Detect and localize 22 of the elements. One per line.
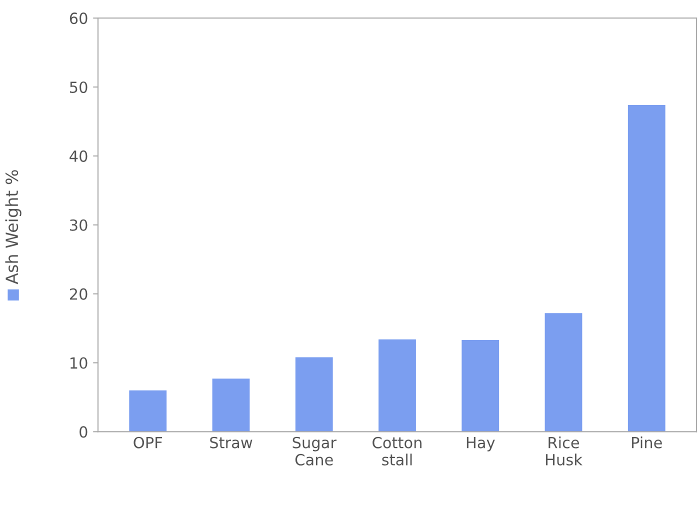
x-tick-label: OPF bbox=[134, 436, 162, 448]
bar bbox=[462, 340, 500, 432]
x-tick-label: Rice Husk bbox=[546, 436, 582, 466]
y-tick-label: 20 bbox=[70, 288, 88, 300]
y-tick-label: 30 bbox=[70, 219, 88, 231]
text: Ash Weight % bbox=[5, 170, 22, 284]
bar bbox=[212, 378, 250, 432]
x-tick-label: Hay bbox=[466, 437, 495, 452]
x-tick-label: Cotton stall bbox=[372, 436, 422, 466]
x-tick-label: Sugar Cane bbox=[292, 436, 336, 466]
bar bbox=[544, 313, 582, 432]
bar bbox=[378, 339, 416, 432]
y-tick-label: 50 bbox=[70, 81, 88, 94]
y-tick-label: 60 bbox=[70, 12, 88, 24]
x-tick-label: Pine bbox=[632, 436, 662, 448]
bar bbox=[628, 104, 666, 432]
y-tick-label: 10 bbox=[70, 357, 88, 369]
bar bbox=[295, 357, 333, 432]
bar bbox=[129, 390, 167, 432]
y-tick-label: 40 bbox=[70, 150, 88, 162]
x-tick-label: Straw bbox=[210, 436, 252, 448]
y-tick-label: 0 bbox=[80, 426, 88, 438]
